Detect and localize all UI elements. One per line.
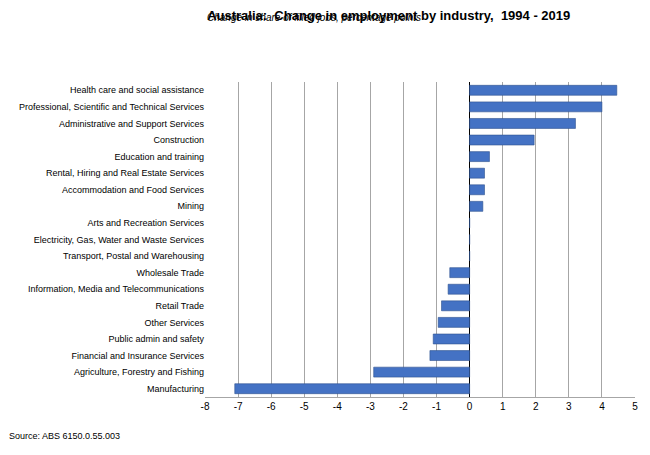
svg-text:Manufacturing: Manufacturing — [147, 384, 204, 394]
svg-text:-1: -1 — [432, 401, 441, 412]
svg-text:-4: -4 — [333, 401, 342, 412]
svg-text:Financial and Insurance Servic: Financial and Insurance Services — [71, 351, 204, 361]
svg-text:Transport, Postal and Warehous: Transport, Postal and Warehousing — [63, 251, 204, 261]
svg-text:2: 2 — [533, 401, 539, 412]
svg-text:Other Services: Other Services — [144, 318, 204, 328]
svg-text:1: 1 — [500, 401, 506, 412]
svg-text:Source: ABS 6150.0.55.003: Source: ABS 6150.0.55.003 — [9, 431, 120, 441]
svg-text:3: 3 — [566, 401, 572, 412]
svg-text:-6: -6 — [267, 401, 276, 412]
svg-text:Mining: Mining — [177, 201, 204, 211]
svg-text:Arts and Recreation Services: Arts and Recreation Services — [87, 218, 204, 228]
svg-text:-5: -5 — [300, 401, 309, 412]
svg-text:-8: -8 — [201, 401, 210, 412]
svg-text:Retail Trade: Retail Trade — [155, 301, 204, 311]
svg-text:Public admin and safety: Public admin and safety — [108, 334, 204, 344]
svg-text:-2: -2 — [399, 401, 408, 412]
svg-text:0: 0 — [467, 401, 473, 412]
svg-text:Australia: Change in employme: Australia: Change in employment by indus… — [207, 8, 570, 23]
svg-text:4: 4 — [599, 401, 605, 412]
svg-text:-3: -3 — [366, 401, 375, 412]
svg-text:Electricity, Gas, Water and Wa: Electricity, Gas, Water and Waste Servic… — [34, 235, 205, 245]
svg-text:Construction: Construction — [153, 135, 204, 145]
svg-text:Change in share of filled jobs: Change in share of filled jobs, percenta… — [207, 12, 421, 23]
svg-text:Rental, Hiring and Real Estate: Rental, Hiring and Real Estate Services — [46, 168, 205, 178]
svg-text:Health care and social assista: Health care and social assistance — [70, 85, 204, 95]
svg-text:Information, Media and Telecom: Information, Media and Telecommunication… — [28, 284, 204, 294]
svg-text:Education and training: Education and training — [114, 152, 204, 162]
svg-text:Accommodation and Food Service: Accommodation and Food Services — [62, 185, 205, 195]
svg-text:-7: -7 — [234, 401, 243, 412]
svg-text:Administrative and Support Ser: Administrative and Support Services — [59, 119, 205, 129]
svg-text:Professional, Scientific and T: Professional, Scientific and Technical S… — [19, 102, 204, 112]
svg-text:5: 5 — [632, 401, 638, 412]
svg-text:Wholesale Trade: Wholesale Trade — [136, 268, 204, 278]
svg-text:Agriculture, Forestry and Fish: Agriculture, Forestry and Fishing — [74, 367, 204, 377]
